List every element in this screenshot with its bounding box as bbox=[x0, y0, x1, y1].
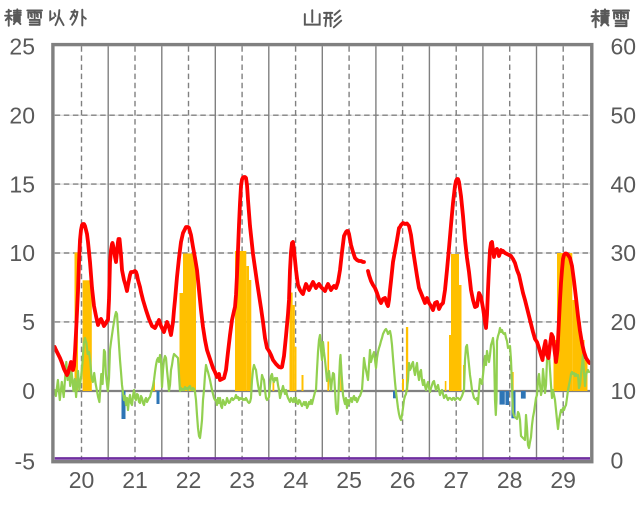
svg-text:25: 25 bbox=[336, 467, 362, 493]
svg-text:23: 23 bbox=[229, 467, 255, 493]
svg-text:30: 30 bbox=[611, 240, 636, 266]
svg-text:-5: -5 bbox=[15, 449, 35, 475]
svg-text:20: 20 bbox=[69, 467, 95, 493]
svg-text:60: 60 bbox=[611, 34, 636, 60]
svg-text:0: 0 bbox=[611, 448, 624, 474]
svg-text:20: 20 bbox=[611, 309, 636, 335]
svg-text:25: 25 bbox=[9, 34, 35, 60]
svg-text:40: 40 bbox=[611, 171, 636, 197]
svg-text:26: 26 bbox=[390, 467, 416, 493]
svg-text:27: 27 bbox=[443, 467, 469, 493]
svg-text:20: 20 bbox=[9, 102, 35, 128]
svg-text:15: 15 bbox=[9, 171, 35, 197]
svg-text:0: 0 bbox=[22, 378, 35, 404]
svg-text:50: 50 bbox=[611, 102, 636, 128]
svg-text:24: 24 bbox=[283, 467, 309, 493]
svg-text:5: 5 bbox=[22, 309, 35, 335]
svg-text:22: 22 bbox=[176, 467, 202, 493]
svg-text:10: 10 bbox=[9, 240, 35, 266]
svg-text:29: 29 bbox=[550, 467, 576, 493]
svg-text:21: 21 bbox=[122, 467, 148, 493]
svg-text:28: 28 bbox=[497, 467, 523, 493]
svg-text:10: 10 bbox=[611, 378, 636, 404]
